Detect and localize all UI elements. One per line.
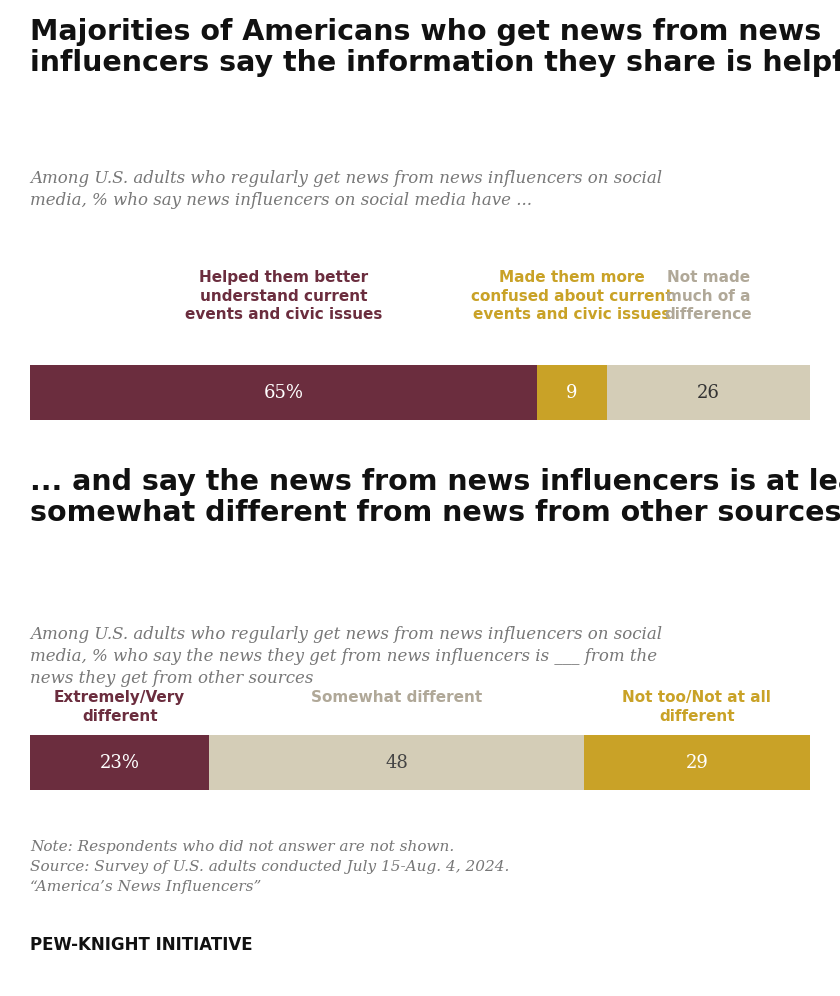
Text: Among U.S. adults who regularly get news from news influencers on social
media, : Among U.S. adults who regularly get news… [30, 626, 662, 687]
Bar [537, 365, 607, 420]
Text: Source: Survey of U.S. adults conducted July 15-Aug. 4, 2024.: Source: Survey of U.S. adults conducted … [30, 860, 509, 874]
Bar [30, 735, 209, 790]
Text: Majorities of Americans who get news from news
influencers say the information t: Majorities of Americans who get news fro… [30, 18, 840, 78]
Text: Not too/Not at all
different: Not too/Not at all different [622, 690, 771, 724]
Text: Somewhat different: Somewhat different [311, 690, 482, 705]
Text: 23%: 23% [100, 754, 139, 772]
Text: Extremely/Very
different: Extremely/Very different [54, 690, 186, 724]
Bar [607, 365, 810, 420]
Text: Made them more
confused about current
events and civic issues: Made them more confused about current ev… [471, 270, 673, 322]
Text: Among U.S. adults who regularly get news from news influencers on social
media, : Among U.S. adults who regularly get news… [30, 170, 662, 209]
Bar [209, 735, 584, 790]
Text: Note: Respondents who did not answer are not shown.: Note: Respondents who did not answer are… [30, 840, 454, 854]
Bar [584, 735, 810, 790]
Text: Not made
much of a
difference: Not made much of a difference [664, 270, 753, 322]
Text: 9: 9 [566, 383, 578, 401]
Text: Helped them better
understand current
events and civic issues: Helped them better understand current ev… [185, 270, 382, 322]
Text: ... and say the news from news influencers is at least
somewhat different from n: ... and say the news from news influence… [30, 468, 840, 527]
Text: 48: 48 [386, 754, 408, 772]
Bar [30, 365, 537, 420]
Text: PEW-KNIGHT INITIATIVE: PEW-KNIGHT INITIATIVE [30, 936, 253, 954]
Text: 65%: 65% [264, 383, 303, 401]
Text: “America’s News Influencers”: “America’s News Influencers” [30, 880, 261, 894]
Text: 26: 26 [697, 383, 720, 401]
Text: 29: 29 [685, 754, 708, 772]
